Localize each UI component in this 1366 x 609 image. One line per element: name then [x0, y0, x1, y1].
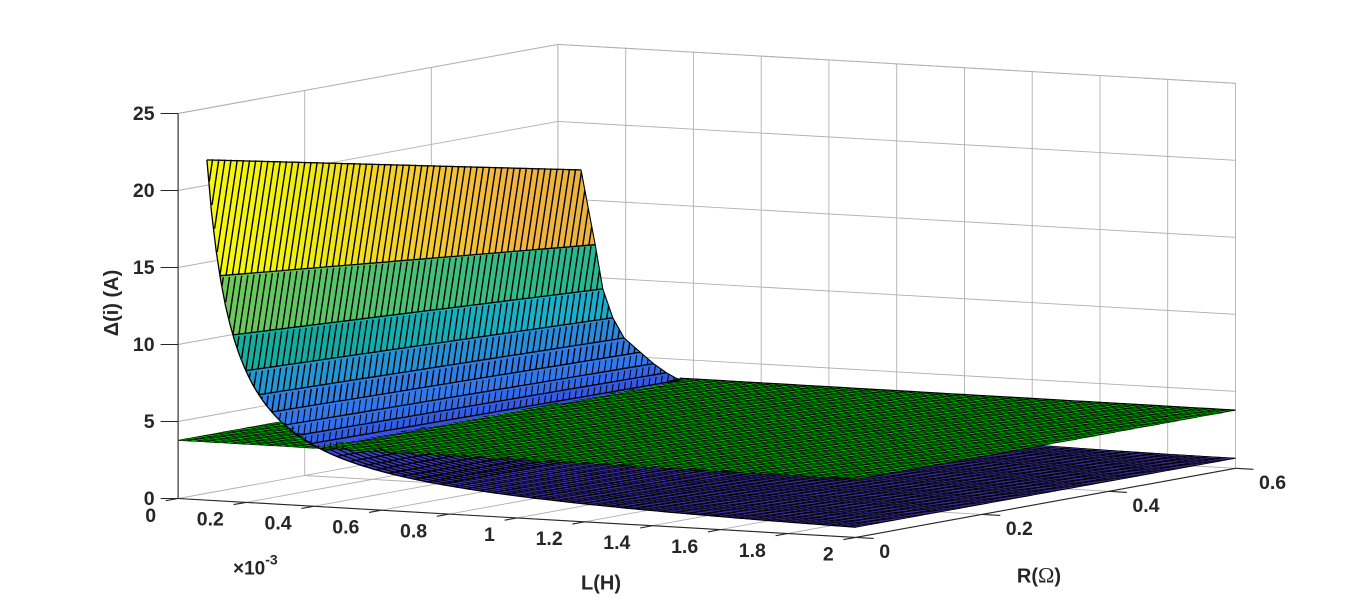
svg-text:0.4: 0.4	[1132, 495, 1159, 517]
svg-text:15: 15	[133, 257, 155, 279]
svg-text:1.6: 1.6	[671, 536, 698, 558]
svg-text:2: 2	[823, 544, 834, 566]
svg-text:0: 0	[145, 505, 156, 527]
svg-text:0.2: 0.2	[1006, 518, 1033, 540]
svg-text:0.6: 0.6	[332, 517, 359, 539]
svg-text:1.2: 1.2	[536, 528, 563, 550]
svg-text:0.6: 0.6	[1259, 472, 1286, 494]
svg-text:0: 0	[879, 541, 890, 563]
svg-text:L(H): L(H)	[581, 573, 621, 595]
svg-text:25: 25	[133, 103, 155, 125]
svg-text:Δ(i) (A): Δ(i) (A)	[101, 270, 123, 337]
svg-text:0: 0	[144, 488, 155, 510]
svg-text:0.4: 0.4	[264, 513, 291, 535]
svg-text:10: 10	[133, 334, 155, 356]
svg-text:20: 20	[133, 180, 155, 202]
svg-text:0.8: 0.8	[400, 520, 427, 542]
svg-text:R(Ω): R(Ω)	[1017, 563, 1061, 588]
svg-text:1.4: 1.4	[603, 532, 630, 554]
svg-text:1: 1	[484, 524, 495, 546]
svg-text:1.8: 1.8	[739, 540, 766, 562]
svg-text:5: 5	[144, 411, 155, 433]
svg-text:0.2: 0.2	[197, 509, 224, 531]
